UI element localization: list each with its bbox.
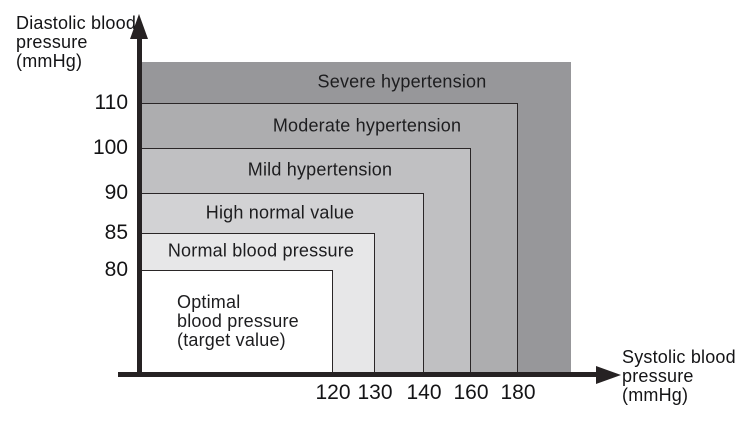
y-tick-label-100: 100	[92, 136, 128, 159]
band-label-optimal-blood-pressure: Optimal blood pressure (target value)	[177, 293, 299, 350]
x-axis-arrow-icon	[596, 366, 621, 384]
x-tick-label-120: 120	[315, 381, 351, 404]
y-tick-label-85: 85	[104, 221, 128, 244]
y-axis-arrow-icon	[130, 14, 148, 39]
y-axis-title-line: pressure	[16, 32, 88, 52]
x-tick-label-160: 160	[453, 381, 489, 404]
band-label-normal-blood-pressure: Normal blood pressure	[167, 240, 355, 261]
y-axis-line	[137, 28, 142, 377]
y-tick-label-80: 80	[104, 258, 128, 281]
band-label-high-normal-value: High normal value	[205, 202, 355, 223]
band-label-severe-hypertension: Severe hypertension	[317, 71, 487, 92]
band-label-line: blood pressure	[177, 311, 299, 331]
band-label-moderate-hypertension: Moderate hypertension	[272, 115, 462, 136]
x-axis-title-line: (mmHg)	[622, 385, 689, 405]
x-axis-line	[118, 372, 600, 377]
y-axis-title-line: Diastolic blood	[16, 13, 137, 33]
x-tick-label-140: 140	[406, 381, 442, 404]
x-tick-label-180: 180	[500, 381, 536, 404]
y-tick-label-90: 90	[104, 181, 128, 204]
y-tick-label-110: 110	[94, 91, 128, 114]
x-axis-title-line: Systolic blood	[622, 347, 736, 367]
y-axis-title-line: (mmHg)	[16, 51, 83, 71]
x-axis-title-line: pressure	[622, 366, 694, 386]
y-axis-title: Diastolic blood pressure (mmHg)	[16, 14, 136, 71]
band-label-line: (target value)	[177, 330, 286, 350]
band-label-mild-hypertension: Mild hypertension	[247, 159, 393, 180]
x-tick-label-130: 130	[357, 381, 393, 404]
band-label-line: Optimal	[177, 292, 241, 312]
x-axis-title: Systolic blood pressure (mmHg)	[622, 348, 736, 405]
